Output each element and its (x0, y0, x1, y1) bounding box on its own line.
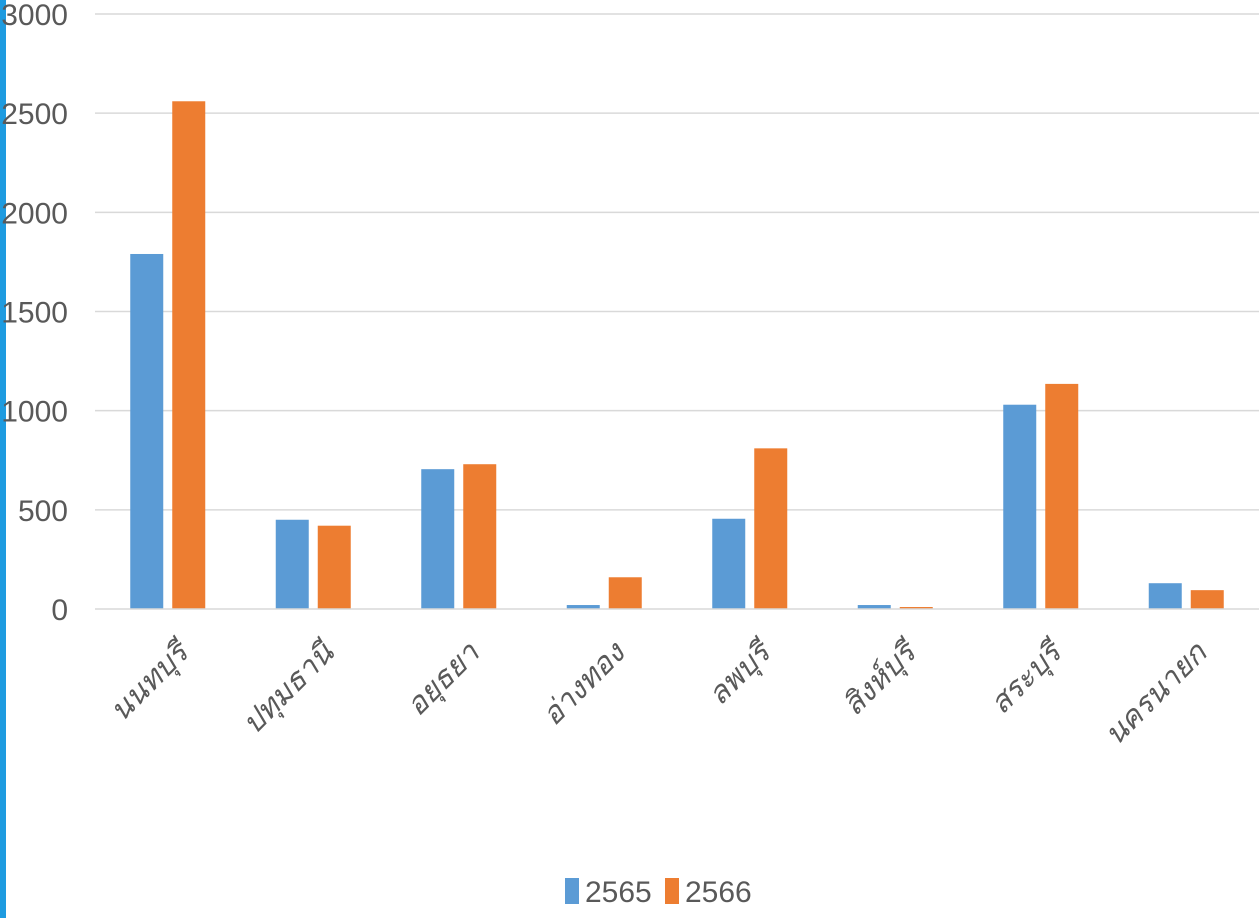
bar-2565-4 (712, 518, 746, 609)
x-category-label: สิงห์บุรี (836, 633, 926, 723)
bar-2566-4 (754, 448, 788, 609)
bar-2565-0 (130, 253, 164, 609)
y-tick-label: 3000 (1, 0, 68, 32)
bar-2566-1 (317, 525, 351, 609)
x-category-label: อ่างทอง (535, 634, 634, 733)
bar-2566-6 (1045, 383, 1079, 609)
x-axis-labels: นนทบุรี ปทุมธานี อยุธยา อ่างทอง ลพบุรี สิงห์บ… (103, 633, 1215, 752)
x-category-label: นนทบุรี (103, 633, 198, 728)
y-tick-label: 2500 (1, 98, 68, 131)
bar-2566-7 (1190, 590, 1224, 609)
legend-label: 2566 (685, 876, 752, 909)
bars (130, 101, 1224, 610)
legend-swatch-2565 (565, 878, 579, 904)
bar-2566-2 (463, 464, 497, 609)
legend: 2565 2566 (565, 876, 752, 909)
x-category-label: สระบุรี (983, 633, 1071, 721)
bar-2566-5 (899, 607, 933, 609)
x-category-label: อยุธยา (399, 635, 487, 723)
x-category-label: ปทุมธานี (235, 634, 342, 741)
bar-2565-2 (421, 469, 455, 609)
gridlines (95, 13, 1259, 511)
x-category-label: นครนายก (1097, 635, 1215, 753)
bar-2565-7 (1148, 583, 1182, 609)
bar-2565-5 (857, 605, 891, 609)
y-tick-label: 0 (51, 594, 68, 627)
legend-swatch-2566 (665, 878, 679, 904)
y-axis-ticks: 0 500 1000 1500 2000 2500 3000 (1, 0, 68, 627)
left-edge-bar (0, 0, 6, 918)
y-tick-label: 1500 (1, 297, 68, 330)
bar-2565-3 (566, 605, 600, 609)
x-category-label: ลพบุรี (701, 633, 780, 712)
bar-2566-0 (172, 101, 206, 610)
bar-2565-6 (1003, 404, 1037, 609)
bar-2565-1 (275, 519, 309, 609)
bar-2566-3 (608, 577, 642, 609)
legend-label: 2565 (585, 876, 652, 909)
y-tick-label: 500 (18, 495, 68, 528)
y-tick-label: 2000 (1, 197, 68, 230)
y-tick-label: 1000 (1, 396, 68, 429)
